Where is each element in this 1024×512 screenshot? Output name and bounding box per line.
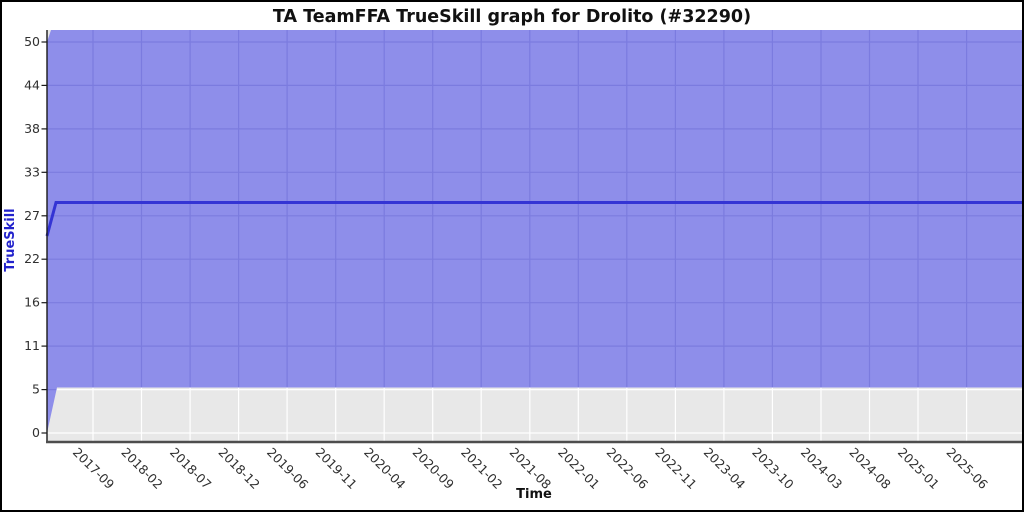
band-gridlines (47, 30, 1022, 433)
trueskill-mean-line (45, 201, 1022, 237)
y-tick-label: 5 (32, 382, 40, 397)
y-tick-label: 16 (24, 295, 40, 310)
y-tick-label: 11 (24, 338, 40, 353)
y-tick-label: 44 (24, 77, 40, 92)
y-tick-labels: 50 44 38 33 27 22 16 11 5 0 (24, 34, 40, 440)
y-tick-label: 38 (24, 121, 40, 136)
y-tick-label: 27 (24, 208, 40, 223)
y-tick-label: 50 (24, 34, 40, 49)
y-axis-label: TrueSkill (3, 208, 18, 271)
y-tick-label: 22 (24, 251, 40, 266)
axis-tick-marks (41, 41, 47, 434)
confidence-band (47, 30, 1022, 433)
y-tick-label: 33 (24, 164, 40, 179)
y-tick-label: 0 (32, 425, 40, 440)
chart-title: TA TeamFFA TrueSkill graph for Drolito (… (273, 7, 751, 27)
x-axis-label: Time (516, 487, 552, 502)
